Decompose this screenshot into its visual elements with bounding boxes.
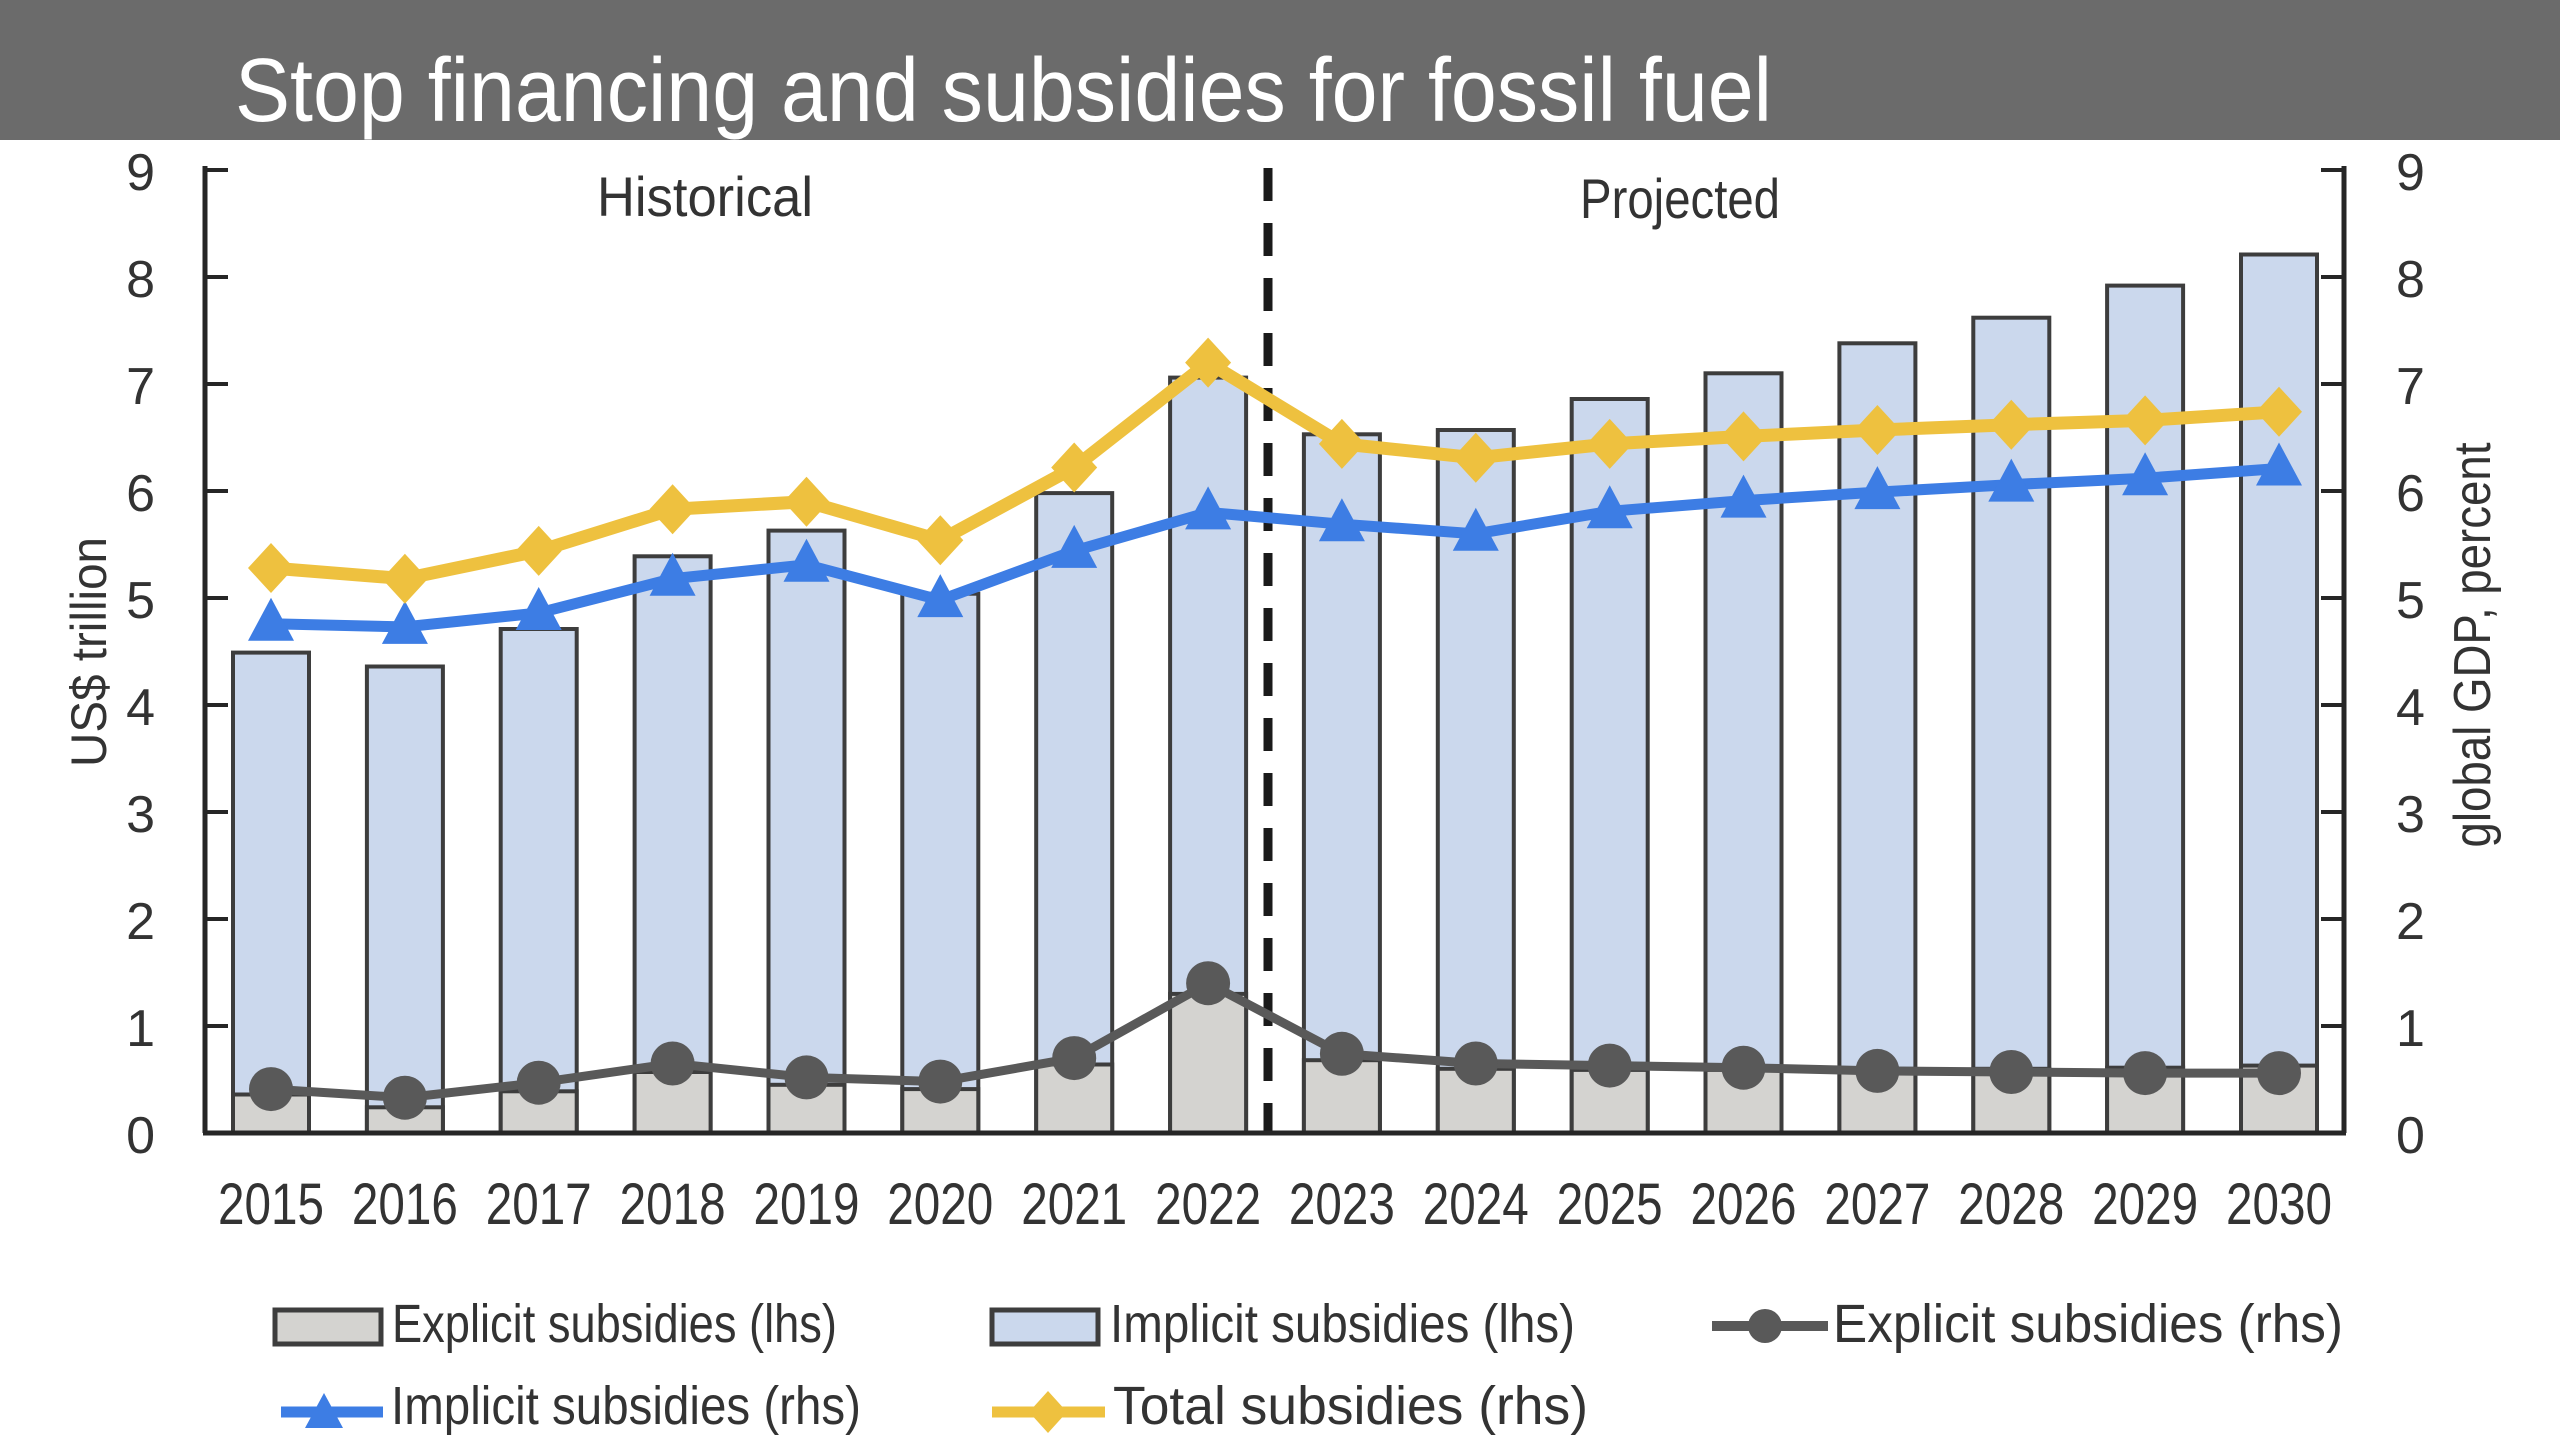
svg-text:Explicit subsidies (rhs): Explicit subsidies (rhs) [1833,1294,2343,1354]
svg-text:9: 9 [126,144,155,202]
svg-text:2018: 2018 [620,1172,726,1237]
svg-text:2027: 2027 [1824,1172,1930,1237]
svg-text:2025: 2025 [1557,1172,1663,1237]
svg-text:2024: 2024 [1423,1172,1529,1237]
svg-text:4: 4 [2396,679,2425,737]
svg-text:8: 8 [126,251,155,309]
svg-text:2021: 2021 [1021,1172,1127,1237]
svg-text:2028: 2028 [1958,1172,2064,1237]
svg-text:2: 2 [126,893,155,951]
svg-text:3: 3 [126,786,155,844]
svg-text:Historical: Historical [597,165,813,228]
svg-text:Projected: Projected [1580,167,1780,230]
svg-text:2017: 2017 [486,1172,592,1237]
svg-text:2026: 2026 [1691,1172,1797,1237]
svg-text:7: 7 [126,358,155,416]
svg-text:6: 6 [2396,465,2425,523]
svg-text:US$ trillion: US$ trillion [61,537,117,767]
svg-text:5: 5 [126,572,155,630]
svg-text:2016: 2016 [352,1172,458,1237]
svg-text:global GDP, percent: global GDP, percent [2444,442,2502,847]
svg-text:2020: 2020 [887,1172,993,1237]
svg-text:7: 7 [2396,358,2425,416]
svg-text:Total subsidies (rhs): Total subsidies (rhs) [1113,1376,1588,1436]
svg-text:Stop financing and subsidies f: Stop financing and subsidies for fossil … [235,41,1772,141]
svg-text:Implicit subsidies (rhs): Implicit subsidies (rhs) [391,1376,861,1436]
svg-text:8: 8 [2396,251,2425,309]
svg-text:Implicit subsidies (lhs): Implicit subsidies (lhs) [1110,1294,1575,1354]
svg-text:2023: 2023 [1289,1172,1395,1237]
svg-text:0: 0 [2396,1107,2425,1165]
svg-text:Explicit subsidies (lhs): Explicit subsidies (lhs) [392,1294,837,1354]
svg-text:2: 2 [2396,893,2425,951]
svg-text:2015: 2015 [218,1172,324,1237]
svg-text:1: 1 [126,1000,155,1058]
svg-text:2019: 2019 [754,1172,860,1237]
svg-text:2022: 2022 [1155,1172,1261,1237]
svg-text:1: 1 [2396,1000,2425,1058]
svg-text:4: 4 [126,679,155,737]
svg-text:6: 6 [126,465,155,523]
svg-text:5: 5 [2396,572,2425,630]
svg-text:3: 3 [2396,786,2425,844]
svg-text:2030: 2030 [2226,1172,2332,1237]
svg-text:9: 9 [2396,144,2425,202]
svg-text:0: 0 [126,1107,155,1165]
svg-text:2029: 2029 [2092,1172,2198,1237]
